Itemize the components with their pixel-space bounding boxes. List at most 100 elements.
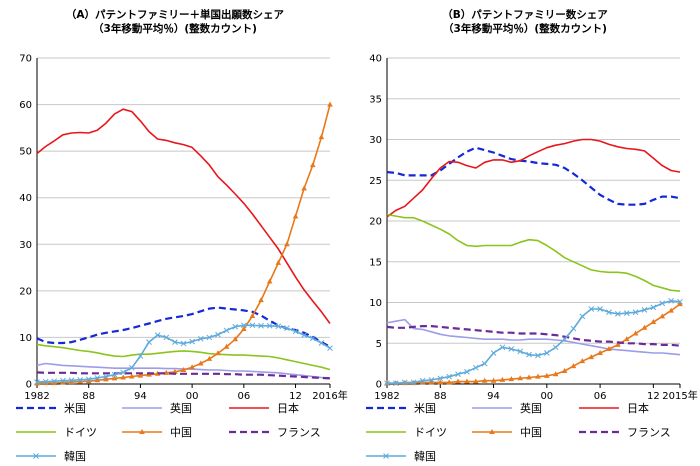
x-tick-label: 2016年: [312, 389, 347, 402]
data-point: [597, 306, 603, 312]
legend-label: 日本: [627, 402, 649, 415]
series-米国: [386, 146, 681, 206]
x-tick-label: 94: [134, 391, 147, 402]
data-point: [77, 376, 83, 383]
data-point: [446, 379, 452, 385]
data-point: [570, 363, 577, 369]
legend-label: 日本: [277, 402, 299, 415]
legend-swatch: [472, 429, 512, 434]
data-point: [275, 323, 282, 330]
data-point: [137, 353, 144, 359]
series-韓国: [34, 322, 333, 385]
legend-label: 韓国: [64, 450, 86, 463]
legend-item: 日本: [227, 398, 299, 418]
legend-item: 英国: [470, 398, 542, 418]
data-point: [275, 259, 282, 265]
legend-marker: [139, 429, 145, 434]
y-tick-label: 30: [19, 240, 32, 251]
legend-label: 中国: [520, 426, 542, 439]
legend-item: 英国: [120, 398, 192, 418]
data-point: [544, 372, 550, 378]
x-tick-label: 12: [647, 391, 660, 402]
data-point: [384, 380, 390, 387]
data-point: [455, 371, 461, 378]
data-point: [659, 313, 666, 319]
data-point: [641, 306, 648, 313]
data-point: [34, 380, 40, 386]
y-tick-label: 20: [19, 286, 32, 297]
series-韓国: [384, 298, 683, 387]
y-tick-label: 10: [19, 333, 32, 344]
legend-label: 米国: [414, 402, 436, 415]
series-ドイツ: [386, 213, 681, 292]
x-tick-label: 88: [434, 391, 447, 402]
x-tick-label: 06: [594, 391, 607, 402]
legend-label: ドイツ: [64, 426, 97, 439]
legend-label: フランス: [627, 426, 671, 439]
data-point: [111, 375, 118, 381]
data-point: [499, 344, 506, 351]
data-point: [301, 185, 307, 191]
data-point: [240, 322, 247, 329]
data-point: [146, 339, 152, 345]
data-point: [266, 278, 273, 284]
y-tick-label: 5: [376, 339, 382, 350]
legend-item: 韓国: [14, 446, 86, 466]
legend-item: 中国: [470, 422, 542, 442]
data-point: [111, 371, 118, 378]
data-point: [103, 373, 109, 380]
legend-item: ドイツ: [14, 422, 97, 442]
legend-b: 米国 英国 日本ドイツ 中国 フランス韓国: [350, 396, 700, 463]
data-point: [508, 376, 515, 382]
series-中国: [34, 101, 333, 386]
legend-swatch: [229, 430, 269, 434]
data-point: [51, 380, 58, 386]
chart-panel-a: （A）パテントファミリー＋単国出願数シェア （3年移動平均％）(整数カウント) …: [0, 0, 350, 463]
data-point: [77, 378, 83, 384]
data-point: [677, 298, 683, 305]
series-line: [36, 108, 331, 324]
data-point: [180, 340, 187, 347]
data-point: [650, 304, 657, 311]
data-point: [597, 350, 603, 356]
data-point: [301, 332, 308, 338]
data-point: [34, 379, 40, 385]
legend-label: 韓国: [414, 450, 436, 463]
series-日本: [36, 108, 331, 324]
line-chart-a: 0 10 20 30 40 50 60 70 1982 88 94 00 06 12 2016年: [19, 54, 347, 403]
data-point: [419, 379, 426, 385]
data-point: [232, 323, 239, 330]
data-point: [128, 373, 135, 379]
data-point: [60, 379, 66, 385]
data-point: [623, 336, 630, 342]
series-line: [386, 138, 681, 218]
data-point: [258, 297, 264, 303]
data-point: [490, 350, 497, 356]
data-point: [552, 344, 559, 351]
data-point: [419, 377, 426, 384]
data-point: [51, 378, 58, 385]
data-point: [410, 379, 417, 386]
data-point: [428, 377, 435, 383]
data-point: [189, 364, 195, 370]
y-tick-label: 20: [369, 217, 382, 228]
series-line: [386, 325, 681, 347]
data-point: [535, 352, 541, 359]
x-tick-label: 88: [82, 391, 95, 402]
chart-subtitle: （3年移動平均％）(整数カウント): [93, 23, 257, 35]
data-point: [570, 325, 577, 332]
y-tick-label: 15: [369, 257, 382, 268]
data-point: [249, 322, 256, 329]
legend-item: 中国: [120, 422, 192, 442]
y-tick-label: 0: [376, 380, 382, 391]
legend-item: ドイツ: [364, 422, 447, 442]
data-point: [401, 379, 408, 386]
x-tick-label: 94: [487, 391, 500, 402]
data-point: [318, 134, 325, 140]
data-point: [163, 334, 170, 341]
legend-swatch: [16, 431, 56, 433]
data-point: [128, 364, 135, 371]
data-point: [579, 358, 586, 364]
data-point: [561, 336, 568, 343]
y-tick-label: 35: [369, 94, 382, 105]
